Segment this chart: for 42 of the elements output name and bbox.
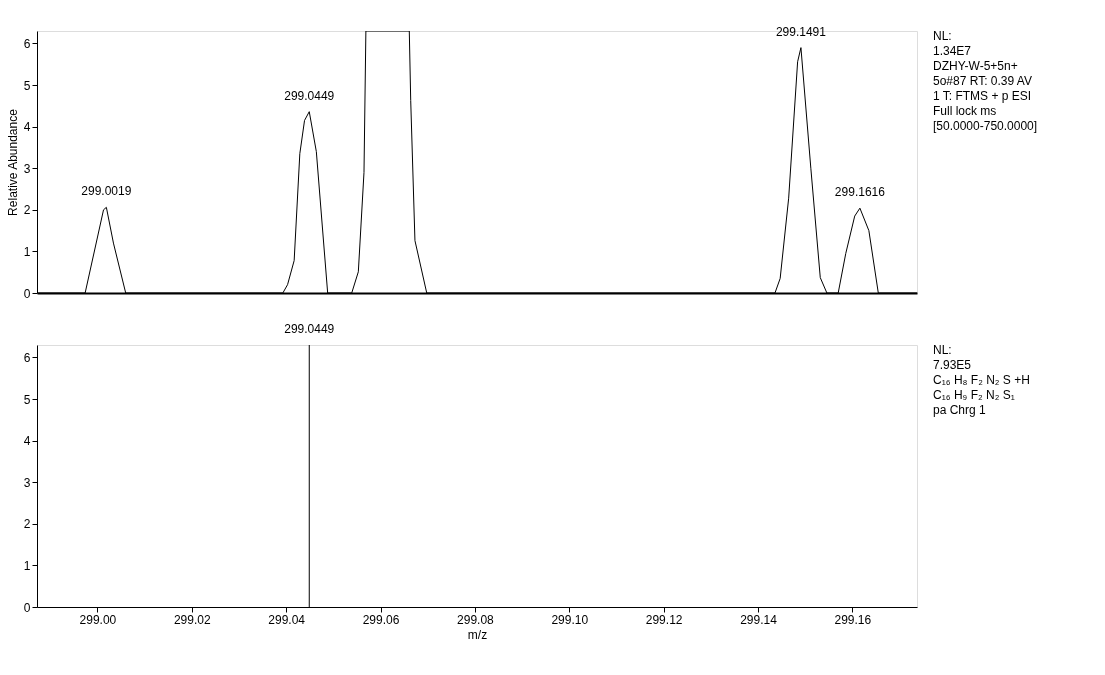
y-tick-label: 5 <box>23 78 31 93</box>
text: Full lock ms <box>933 104 997 118</box>
y-tick-label: 6 <box>23 350 31 365</box>
x-tick-label: 299.08 <box>457 612 495 627</box>
y-tick-label: 0 <box>23 600 31 615</box>
y-tick-label: 1 <box>23 244 31 259</box>
text: C₁₆ H₈ F₂ N₂ S +H <box>933 373 1030 387</box>
y-tick-label: 5 <box>23 392 31 407</box>
y-tick-label: 1 <box>23 558 31 573</box>
y-tick-label: 4 <box>23 120 31 135</box>
text: C₁₆ H₉ F₂ N₂ S₁ <box>933 388 1015 402</box>
x-tick-label: 299.14 <box>740 612 778 627</box>
text: 1 T: FTMS + p ESI <box>933 89 1032 103</box>
text: NL: <box>933 29 952 43</box>
y-tick-label: 3 <box>23 161 31 176</box>
text: [50.0000-750.0000] <box>933 119 1038 133</box>
annotation: 299.0019 <box>81 184 132 199</box>
annotation: 299.0449 <box>284 88 335 103</box>
x-tick-label: 299.02 <box>173 612 211 627</box>
y-axis-title: Relative Abundance <box>5 108 20 216</box>
y-tick-label: 0 <box>23 286 31 301</box>
y-tick-label: 6 <box>23 36 31 51</box>
text: 1.34E7 <box>933 44 972 58</box>
text: pa Chrg 1 <box>933 403 987 417</box>
y-tick-label: 4 <box>23 434 31 449</box>
y-tick-label: 2 <box>23 203 31 218</box>
text: 5o#87 RT: 0.39 AV <box>933 74 1032 88</box>
y-tick-label: 2 <box>23 517 31 532</box>
x-tick-label: 299.10 <box>551 612 589 627</box>
text: NL: <box>933 343 952 357</box>
x-tick-label: 299.00 <box>79 612 117 627</box>
annotation: 299.1491 <box>775 24 827 39</box>
x-tick-label: 299.04 <box>268 612 306 627</box>
y-tick-label: 3 <box>23 475 31 490</box>
x-axis-title: m/z <box>467 627 488 642</box>
annotation: 299.1616 <box>834 185 886 200</box>
x-tick-label: 299.12 <box>645 612 683 627</box>
text: 7.93E5 <box>933 358 972 372</box>
x-tick-label: 299.06 <box>362 612 400 627</box>
annotation: 299.0449 <box>284 322 335 336</box>
x-tick-label: 299.16 <box>834 612 872 627</box>
text: DZHY-W-5+5n+ <box>933 59 1018 73</box>
